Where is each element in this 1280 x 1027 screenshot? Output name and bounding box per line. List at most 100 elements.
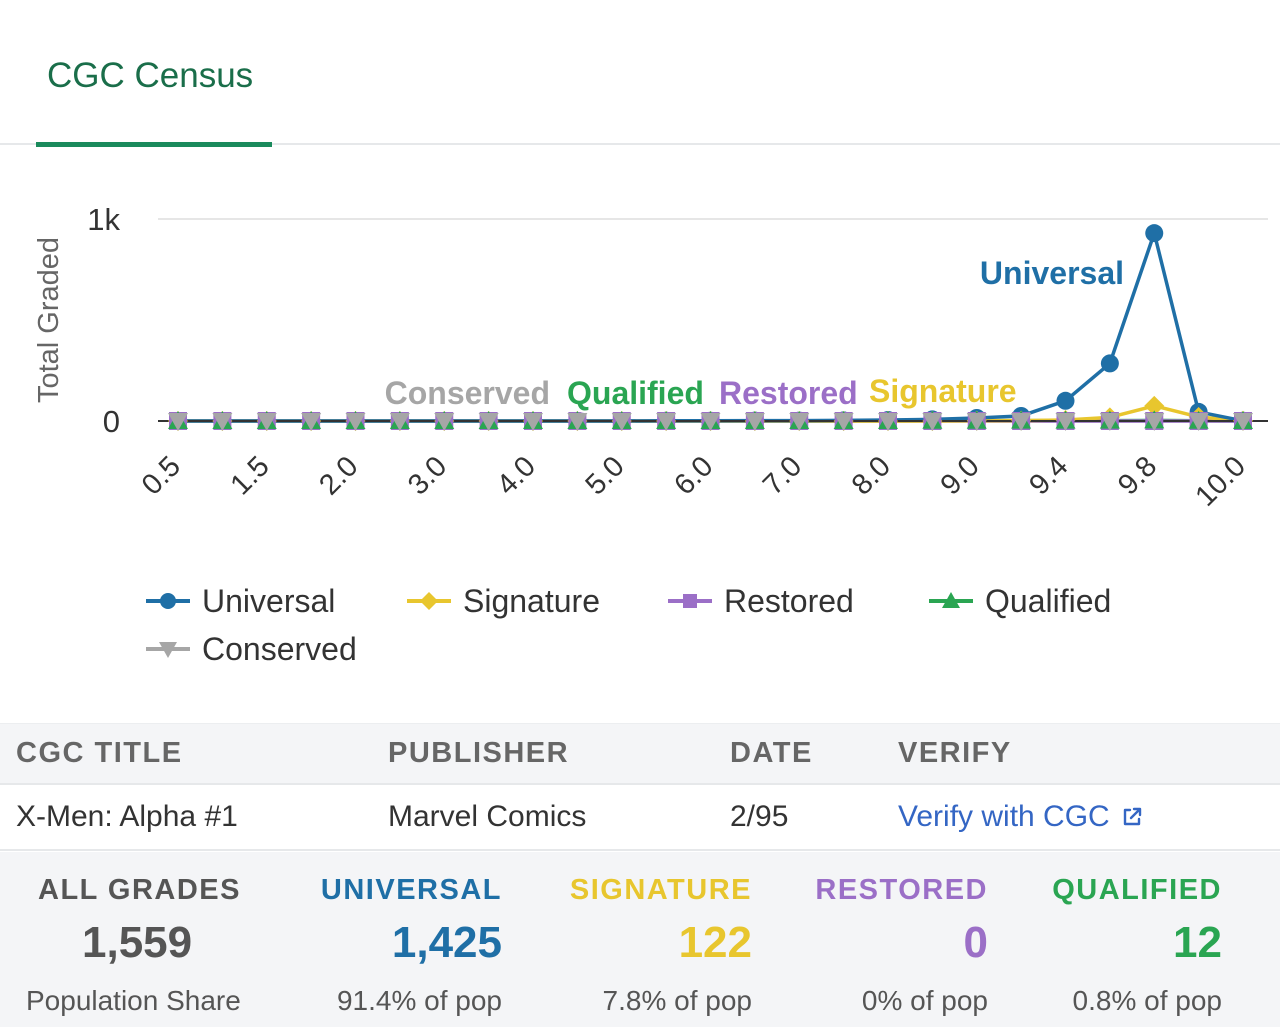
chart-legend: Universal Signature Restored Qualified C… xyxy=(0,572,1280,682)
comic-date: 2/95 xyxy=(730,800,789,833)
stat-label: RESTORED xyxy=(815,874,988,906)
data-point-conserved xyxy=(789,413,810,431)
external-link-icon xyxy=(1123,807,1141,826)
series-annotation-qualified: Qualified xyxy=(567,375,704,411)
census-tabbar: CGC Census xyxy=(0,0,1280,147)
stat-label: SIGNATURE xyxy=(569,874,752,906)
header-cgc-title: CGC TITLE xyxy=(16,737,183,769)
y-tick-label: 0 xyxy=(103,404,120,439)
legend-label: Qualified xyxy=(985,582,1112,619)
data-point-conserved xyxy=(1099,413,1120,431)
comic-title: X-Men: Alpha #1 xyxy=(16,800,238,833)
tab-label: CGC Census xyxy=(47,56,254,95)
comic-publisher: Marvel Comics xyxy=(388,800,587,833)
legend-restored-square-icon xyxy=(668,594,712,608)
legend-qualified-triangle-icon xyxy=(929,592,973,608)
data-point-conserved xyxy=(389,413,410,431)
stat-share: 7.8% of pop xyxy=(602,985,752,1016)
stat-label: UNIVERSAL xyxy=(320,874,502,906)
x-tick-label: 10.0 xyxy=(1189,450,1252,513)
header-publisher: PUBLISHER xyxy=(388,737,570,769)
stat-value: 12 xyxy=(1173,918,1222,967)
stat-label: QUALIFIED xyxy=(1052,874,1222,906)
legend-item-universal[interactable]: Universal xyxy=(146,576,335,626)
data-point-signature xyxy=(1144,395,1165,416)
data-point-universal xyxy=(1056,391,1075,410)
x-tick-label: 7.0 xyxy=(757,450,808,501)
series-annotation-restored: Restored xyxy=(719,375,858,411)
legend-item-restored[interactable]: Restored xyxy=(668,576,854,626)
stat-share: 91.4% of pop xyxy=(336,985,502,1016)
data-point-conserved xyxy=(966,413,987,431)
x-tick-label: 6.0 xyxy=(668,450,719,501)
stat-share: 0% of pop xyxy=(861,985,988,1016)
data-point-conserved xyxy=(656,413,677,431)
data-point-conserved xyxy=(256,413,277,431)
data-point-conserved xyxy=(567,413,588,431)
verify-with-cgc-link[interactable]: Verify with CGC xyxy=(898,800,1144,834)
data-point-conserved xyxy=(168,413,188,431)
data-point-conserved xyxy=(833,413,854,431)
stat-all-grades: ALL GRADES 1,559 Population Share xyxy=(26,852,256,1027)
x-tick-label: 9.4 xyxy=(1023,450,1074,501)
x-tick-label: 9.8 xyxy=(1112,450,1163,501)
y-axis-label: Total Graded xyxy=(33,237,65,403)
stat-label: ALL GRADES xyxy=(38,874,241,906)
stat-restored: RESTORED 0 0% of pop xyxy=(790,852,988,1027)
legend-label: Conserved xyxy=(202,630,357,667)
tab-active-indicator xyxy=(36,142,272,147)
data-point-conserved xyxy=(345,413,366,431)
x-tick-label: 1.5 xyxy=(225,450,276,501)
stat-value: 122 xyxy=(678,918,752,967)
x-tick-label: 5.0 xyxy=(580,450,631,501)
stat-universal: UNIVERSAL 1,425 91.4% of pop xyxy=(300,852,502,1027)
x-tick-label: 0.5 xyxy=(136,450,187,501)
data-point-conserved xyxy=(1233,413,1253,431)
data-point-conserved xyxy=(301,413,322,431)
x-tick-label: 9.0 xyxy=(935,450,986,501)
legend-signature-diamond-icon xyxy=(407,592,451,610)
legend-item-conserved[interactable]: Conserved xyxy=(146,624,357,674)
x-tick-label: 2.0 xyxy=(313,450,364,501)
legend-conserved-triangle-down-icon xyxy=(146,642,190,658)
y-tick-label: 1k xyxy=(87,202,120,237)
table-row: X-Men: Alpha #1 Marvel Comics 2/95 Verif… xyxy=(0,785,1280,851)
data-point-conserved xyxy=(1011,413,1032,431)
x-tick-label: 3.0 xyxy=(402,450,453,501)
stat-value: 0 xyxy=(963,918,988,967)
data-point-conserved xyxy=(744,413,765,431)
stat-share: 0.8% of pop xyxy=(1072,985,1222,1016)
legend-label: Signature xyxy=(463,582,600,619)
series-annotation-signature: Signature xyxy=(869,373,1017,409)
comic-info-table: CGC TITLE PUBLISHER DATE VERIFY X-Men: A… xyxy=(0,723,1280,851)
data-point-universal xyxy=(1145,224,1164,243)
table-header-row: CGC TITLE PUBLISHER DATE VERIFY xyxy=(0,723,1280,785)
data-point-conserved xyxy=(1144,413,1165,431)
stat-signature: SIGNATURE 122 7.8% of pop xyxy=(540,852,752,1027)
data-point-conserved xyxy=(212,413,233,431)
header-date: DATE xyxy=(730,737,813,769)
legend-item-qualified[interactable]: Qualified xyxy=(929,576,1111,626)
data-point-conserved xyxy=(523,413,543,431)
x-tick-label: 4.0 xyxy=(491,450,542,501)
data-point-conserved xyxy=(1055,413,1076,431)
legend-universal-circle-icon xyxy=(146,593,190,609)
stat-value: 1,425 xyxy=(391,918,502,967)
legend-item-signature[interactable]: Signature xyxy=(407,576,600,626)
census-chart: Total Graded 0 1k 0.5 1.5 2.0 3.0 4.0 5.0 6.0 7.0 8… xyxy=(33,202,1268,513)
data-point-conserved xyxy=(700,413,721,431)
header-verify: VERIFY xyxy=(898,737,1012,769)
data-point-conserved xyxy=(1188,413,1209,431)
data-point-conserved xyxy=(878,413,898,431)
data-point-universal xyxy=(1100,354,1119,373)
x-tick-label: 8.0 xyxy=(846,450,897,501)
tab-cgc-census[interactable]: CGC Census xyxy=(36,0,272,147)
stat-value: 1,559 xyxy=(82,918,193,967)
stat-share: Population Share xyxy=(26,985,241,1016)
grade-stats-panel: ALL GRADES 1,559 Population Share UNIVER… xyxy=(0,852,1280,1027)
data-point-conserved xyxy=(434,413,455,431)
legend-label: Universal xyxy=(202,582,336,619)
data-point-conserved xyxy=(922,413,943,431)
data-point-conserved xyxy=(611,413,632,431)
verify-link-label: Verify with CGC xyxy=(898,800,1110,833)
